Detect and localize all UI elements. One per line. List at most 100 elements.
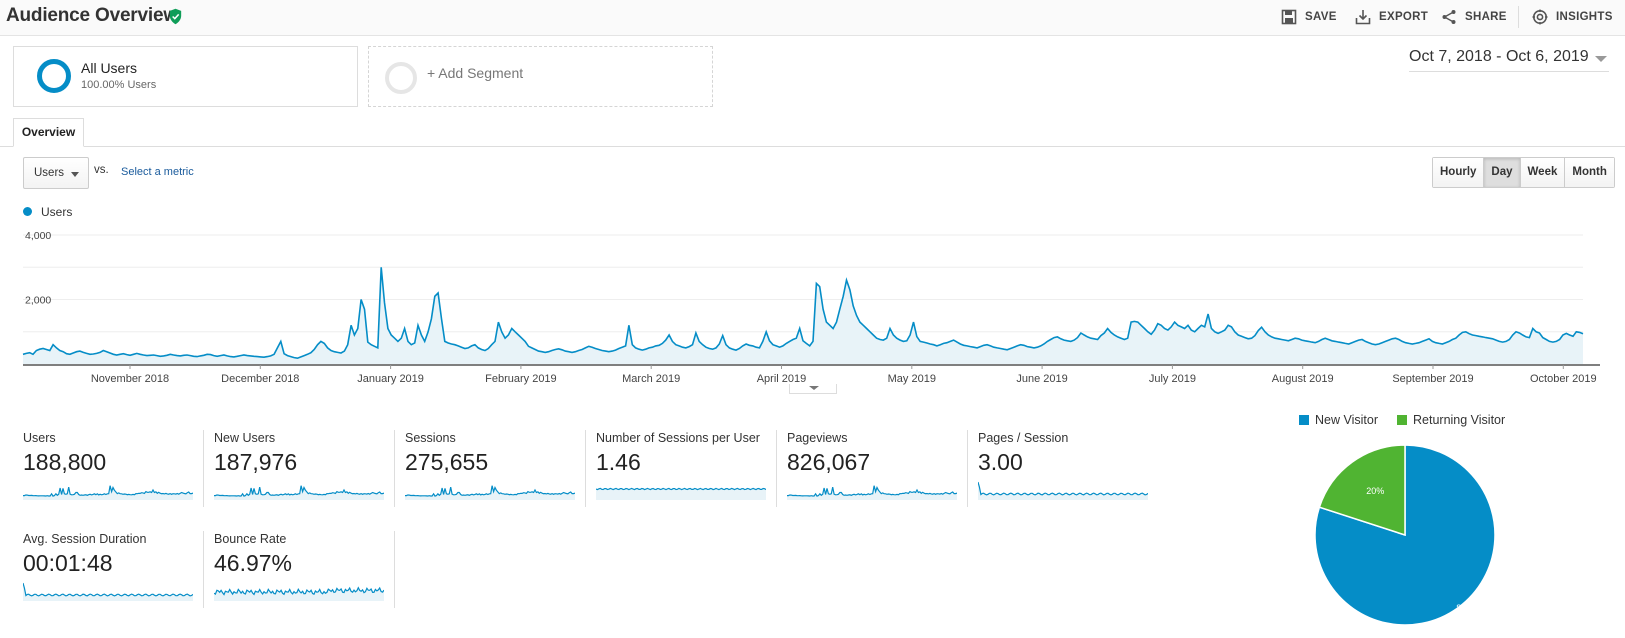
sparkline-line bbox=[214, 485, 384, 497]
date-range-label: Oct 7, 2018 - Oct 6, 2019 bbox=[1409, 48, 1589, 65]
legend-swatch bbox=[1397, 415, 1407, 425]
x-tick-label: April 2019 bbox=[757, 373, 807, 385]
sparkline-line bbox=[978, 481, 1148, 496]
segment-all-users[interactable]: All Users 100.00% Users bbox=[13, 46, 358, 107]
granularity-week-button[interactable]: Week bbox=[1520, 158, 1566, 187]
tab-divider bbox=[0, 146, 1625, 147]
metric-tile[interactable]: Pages / Session 3.00 bbox=[978, 431, 1158, 509]
segment-percentage: 100.00% Users bbox=[81, 79, 157, 91]
x-tick-label: November 2018 bbox=[91, 373, 169, 385]
y-tick-label: 2,000 bbox=[25, 295, 51, 307]
tile-divider bbox=[394, 531, 395, 608]
x-tick-label: October 2019 bbox=[1530, 373, 1597, 385]
tile-divider bbox=[967, 430, 968, 507]
insights-label: INSIGHTS bbox=[1556, 11, 1613, 23]
sparkline-line bbox=[405, 485, 575, 497]
granularity-day-button[interactable]: Day bbox=[1484, 158, 1521, 187]
metric-label: Number of Sessions per User bbox=[596, 431, 760, 445]
save-label: SAVE bbox=[1305, 11, 1337, 23]
export-button[interactable]: EXPORT bbox=[1355, 8, 1428, 26]
metric-sparkline bbox=[596, 487, 766, 500]
save-icon bbox=[1281, 9, 1297, 25]
metric-tile[interactable]: Avg. Session Duration 00:01:48 bbox=[23, 532, 203, 610]
metric-tile[interactable]: Number of Sessions per User 1.46 bbox=[596, 431, 776, 509]
legend-swatch bbox=[1299, 415, 1309, 425]
select-metric-link[interactable]: Select a metric bbox=[121, 166, 194, 178]
metric-sparkline bbox=[214, 586, 384, 601]
sparkline-area bbox=[214, 485, 384, 500]
granularity-hourly-button[interactable]: Hourly bbox=[1433, 158, 1485, 187]
x-tick-label: July 2019 bbox=[1149, 373, 1196, 385]
metric-label: Bounce Rate bbox=[214, 532, 287, 546]
sparkline-area bbox=[596, 488, 766, 500]
metric-tile[interactable]: Sessions 275,655 bbox=[405, 431, 585, 509]
metric-value: 46.97% bbox=[214, 550, 293, 576]
save-button[interactable]: SAVE bbox=[1281, 8, 1337, 26]
sparkline-line bbox=[596, 487, 766, 491]
users-series-line bbox=[22, 267, 1584, 360]
pie-legend-new-visitor[interactable]: New Visitor bbox=[1299, 413, 1378, 427]
sparkline-area bbox=[23, 583, 193, 601]
add-segment-label: + Add Segment bbox=[427, 65, 524, 81]
chevron-down-icon bbox=[71, 172, 79, 177]
sparkline-line bbox=[214, 586, 384, 596]
users-area bbox=[23, 267, 1583, 364]
date-range-picker[interactable]: Oct 7, 2018 - Oct 6, 2019 bbox=[1409, 48, 1609, 72]
pie-slice-label: 80% bbox=[1456, 603, 1474, 613]
export-label: EXPORT bbox=[1379, 11, 1429, 23]
metric-sparkline bbox=[978, 481, 1148, 500]
chart-legend-users: Users bbox=[41, 205, 73, 219]
insights-icon bbox=[1532, 9, 1548, 25]
x-tick-label: February 2019 bbox=[485, 373, 557, 385]
pie-legend-returning-visitor[interactable]: Returning Visitor bbox=[1397, 413, 1505, 427]
metric-label: New Users bbox=[214, 431, 276, 445]
metric-value: 826,067 bbox=[787, 449, 871, 475]
insights-button[interactable]: INSIGHTS bbox=[1532, 8, 1613, 26]
metric-value: 275,655 bbox=[405, 449, 489, 475]
verified-check-icon bbox=[169, 8, 182, 25]
pie-legend-label: New Visitor bbox=[1315, 413, 1378, 427]
metric-tile[interactable]: Users 188,800 bbox=[23, 431, 203, 509]
granularity-toggle: Hourly Day Week Month bbox=[1432, 157, 1615, 188]
sparkline-line bbox=[787, 485, 957, 497]
metric-tile[interactable]: Bounce Rate 46.97% bbox=[214, 532, 394, 610]
metric-dropdown-label: Users bbox=[34, 167, 65, 179]
sparkline-area bbox=[978, 482, 1148, 500]
segment-name: All Users bbox=[81, 60, 138, 76]
y-tick-label: 4,000 bbox=[25, 230, 51, 242]
x-tick-label: May 2019 bbox=[888, 373, 936, 385]
metric-sparkline bbox=[214, 485, 384, 500]
metric-value: 00:01:48 bbox=[23, 550, 113, 576]
metric-value: 1.46 bbox=[596, 449, 641, 475]
tab-overview[interactable]: Overview bbox=[13, 118, 84, 147]
tile-divider bbox=[203, 430, 204, 507]
sparkline-area bbox=[405, 485, 575, 500]
sparkline-line bbox=[23, 582, 193, 597]
metric-label: Pageviews bbox=[787, 431, 848, 445]
metric-tile[interactable]: Pageviews 826,067 bbox=[787, 431, 967, 509]
sparkline-area bbox=[23, 485, 193, 500]
share-label: SHARE bbox=[1465, 11, 1507, 23]
share-icon bbox=[1442, 10, 1456, 24]
legend-swatch bbox=[23, 207, 32, 216]
pie-slice-returning-visitor bbox=[1318, 444, 1406, 537]
pie-slice-label: 20% bbox=[1366, 486, 1384, 496]
tile-divider bbox=[394, 430, 395, 507]
granularity-month-button[interactable]: Month bbox=[1565, 158, 1614, 187]
metric-label: Pages / Session bbox=[978, 431, 1069, 445]
metric-tile[interactable]: New Users 187,976 bbox=[214, 431, 394, 509]
sparkline-area bbox=[787, 485, 957, 500]
metric-sparkline bbox=[787, 485, 957, 500]
metric-sparkline bbox=[405, 485, 575, 500]
sparkline-line bbox=[23, 485, 193, 497]
page-title: Audience Overview bbox=[6, 5, 178, 26]
pie-legend-label: Returning Visitor bbox=[1413, 413, 1506, 427]
metric-value: 188,800 bbox=[23, 449, 107, 475]
metric-value: 3.00 bbox=[978, 449, 1023, 475]
share-button[interactable]: SHARE bbox=[1441, 8, 1507, 26]
add-segment-button[interactable]: + Add Segment bbox=[368, 46, 713, 107]
metric-dropdown[interactable]: Users bbox=[23, 157, 89, 189]
chart-expand-toggle[interactable] bbox=[789, 384, 837, 394]
export-icon bbox=[1355, 10, 1371, 25]
x-tick-label: August 2019 bbox=[1272, 373, 1334, 385]
